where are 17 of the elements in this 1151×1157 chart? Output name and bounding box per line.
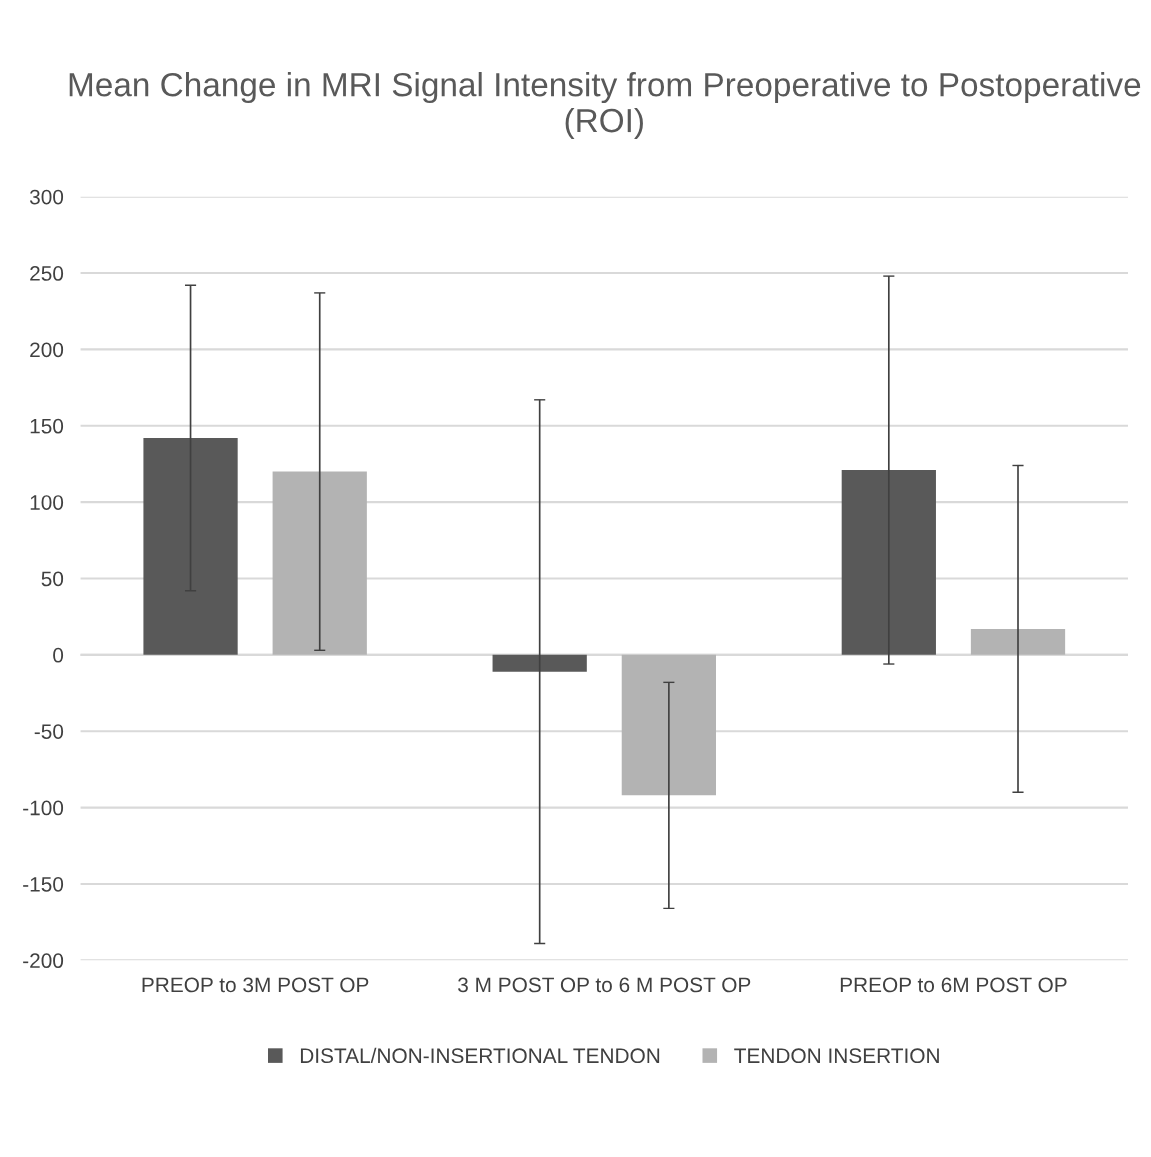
y-tick-label: 100 (30, 495, 64, 510)
y-tick-label: -150 (23, 876, 64, 892)
y-tick-label: 250 (30, 266, 64, 281)
y-tick-label: 200 (30, 342, 64, 358)
x-tick-label: 3 M POST OP to 6 M POST OP (458, 977, 751, 993)
chart-title: Mean Change in MRI Signal Intensity from Preoperative to Postoperative (ROI) (69, 72, 1141, 139)
legend-label: TENDON INSERTION (734, 1048, 939, 1064)
legend-label: DISTAL/NON-INSERTIONAL TENDON (300, 1047, 660, 1064)
x-tick-label: PREOP to 3M POST OP (142, 977, 369, 993)
y-tick-label: -50 (34, 724, 64, 739)
y-tick-label: 300 (29, 189, 64, 205)
x-tick-label: PREOP to 6M POST OP (840, 977, 1067, 993)
y-tick-label: 50 (41, 571, 64, 587)
y-tick-label: 150 (30, 418, 64, 434)
y-tick-label: -100 (23, 800, 64, 816)
y-tick-label: -200 (23, 953, 64, 969)
y-tick-label: 0 (53, 647, 64, 663)
